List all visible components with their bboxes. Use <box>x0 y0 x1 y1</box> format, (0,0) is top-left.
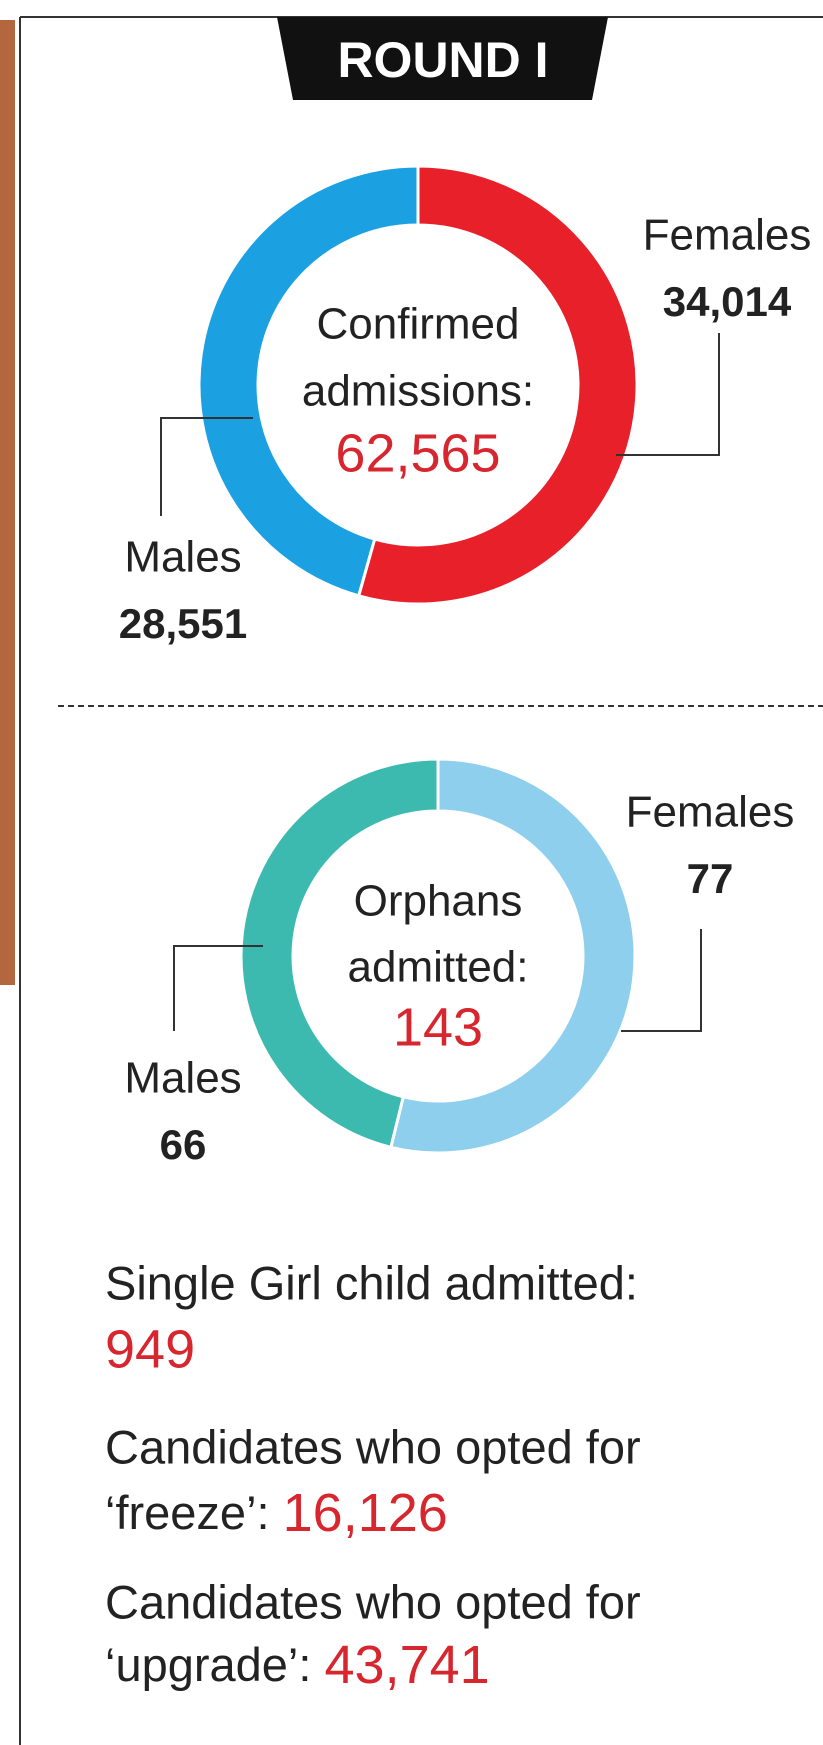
center-label: admissions: <box>302 367 534 416</box>
segment-label: Males <box>124 1054 241 1103</box>
segment-value: 28,551 <box>119 600 247 647</box>
donut-segment <box>197 164 420 598</box>
center-value: 62,565 <box>335 423 500 483</box>
donut-segment <box>239 757 440 1150</box>
leader-line <box>621 929 702 1032</box>
header: ROUND I <box>337 32 548 88</box>
note: ‘freeze’: 16,126 <box>105 1483 448 1543</box>
note-value: 16,126 <box>283 1483 448 1543</box>
leader-line <box>173 945 263 1031</box>
donut-segment <box>356 164 639 606</box>
note: ‘upgrade’: <box>105 1638 311 1691</box>
note: Candidates who opted for <box>105 1420 641 1473</box>
leader-line <box>616 333 720 456</box>
note-value: 949 <box>105 1319 195 1379</box>
segment-label: Males <box>124 533 241 582</box>
leader-line <box>160 417 253 516</box>
center-label: Confirmed <box>317 300 520 349</box>
photo-strip <box>0 20 15 985</box>
segment-value: 66 <box>160 1121 207 1168</box>
segment-label: Females <box>643 211 812 260</box>
note: ‘upgrade’: 43,741 <box>105 1635 490 1695</box>
center-value: 143 <box>393 997 483 1057</box>
segment-label: Females <box>626 788 795 837</box>
header-bg <box>277 17 608 100</box>
note: ‘freeze’: <box>105 1486 270 1539</box>
center-label: admitted: <box>348 943 529 992</box>
segment-value: 77 <box>687 855 734 902</box>
segment-value: 34,014 <box>663 278 792 325</box>
note-value: 43,741 <box>325 1635 490 1695</box>
note: Candidates who opted for <box>105 1575 641 1628</box>
center-label: Orphans <box>354 877 523 926</box>
donut-segment <box>389 757 637 1155</box>
note: Single Girl child admitted: <box>105 1256 638 1309</box>
